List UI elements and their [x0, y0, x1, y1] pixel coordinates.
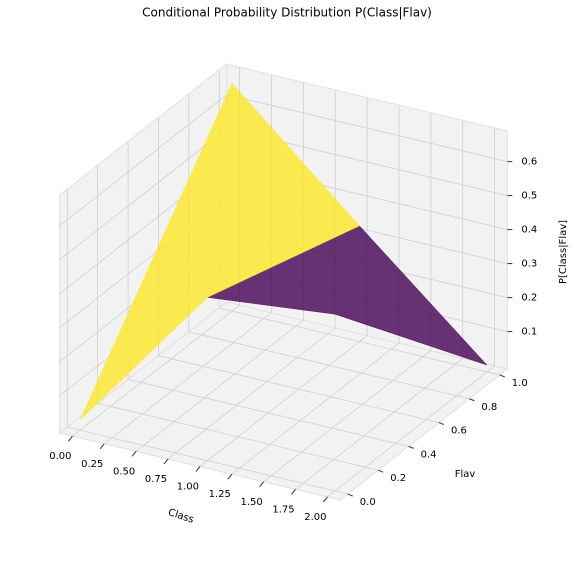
grid-line	[188, 331, 470, 400]
grid-line	[226, 94, 508, 162]
y-tick	[499, 374, 505, 378]
x-tick	[99, 443, 105, 450]
y-tick	[438, 422, 445, 426]
grid-line	[327, 365, 495, 498]
y-tick	[469, 398, 475, 402]
grid-line	[59, 128, 228, 261]
grid-line	[72, 304, 240, 437]
x-tick	[68, 435, 73, 442]
z-tick-label: 0.6	[521, 157, 537, 168]
y-tick-label: 0.0	[360, 497, 376, 508]
z-tick-label: 0.1	[521, 327, 537, 338]
y-tick	[347, 493, 353, 497]
z-tick-label: 0.5	[521, 191, 537, 202]
grid-line	[231, 342, 400, 475]
y-tick	[377, 469, 384, 473]
grid-line	[104, 312, 272, 445]
y-axis-label: Flav	[455, 469, 476, 480]
y-tick-label: 0.6	[451, 426, 467, 437]
grid-line	[127, 379, 409, 447]
x-tick	[131, 451, 137, 457]
y-tick-label: 1.0	[512, 378, 528, 389]
x-tick	[291, 489, 296, 495]
z-axis-label: P[Class|Flav]	[558, 220, 569, 284]
grid-line	[97, 402, 379, 471]
y-tick-label: 0.4	[421, 449, 437, 460]
grid-line	[67, 426, 348, 495]
x-tick	[195, 466, 201, 472]
y-tick-label: 0.8	[481, 402, 497, 413]
x-axis-label: Class	[167, 507, 195, 526]
x-tick-label: 0.50	[113, 466, 135, 477]
x-tick	[227, 473, 233, 480]
surface-face	[79, 82, 360, 421]
x-tick-label: 0.00	[49, 451, 71, 462]
chart-title: Conditional Probability Distribution P(C…	[142, 6, 432, 20]
grid-line	[219, 307, 500, 376]
z-tick-label: 0.4	[521, 225, 537, 236]
x-tick-label: 1.50	[241, 497, 263, 508]
grid-line	[158, 355, 440, 423]
x-tick-label: 1.25	[209, 489, 231, 500]
x-tick-label: 1.75	[272, 504, 294, 515]
x-tick-label: 0.75	[145, 474, 167, 485]
grid-line	[135, 320, 304, 452]
grid-line	[167, 327, 336, 460]
x-tick	[259, 481, 265, 488]
x-tick-label: 1.00	[177, 482, 199, 493]
z-tick-label: 0.3	[521, 259, 537, 270]
x-tick-label: 0.25	[81, 459, 103, 470]
x-tick	[163, 458, 169, 465]
grid-line	[263, 350, 432, 483]
grid-line	[199, 335, 368, 467]
grid-line	[295, 358, 463, 490]
x-tick-label: 2.00	[304, 512, 326, 523]
grid-line	[59, 94, 228, 227]
y-tick-label: 0.2	[390, 473, 406, 484]
x-tick	[323, 496, 328, 503]
z-tick-label: 0.2	[521, 293, 537, 304]
y-tick	[408, 445, 414, 449]
